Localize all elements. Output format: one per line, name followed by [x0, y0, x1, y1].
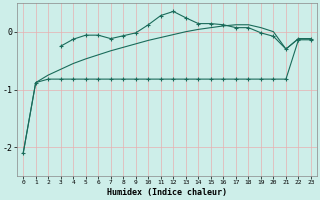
X-axis label: Humidex (Indice chaleur): Humidex (Indice chaleur) [107, 188, 227, 197]
